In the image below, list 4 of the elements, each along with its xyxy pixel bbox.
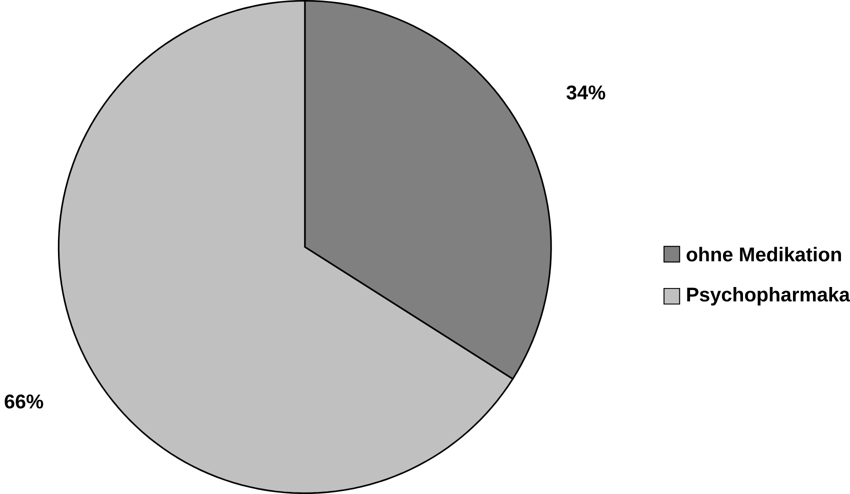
data-label: 66% bbox=[4, 394, 44, 409]
legend-label: ohne Medikation bbox=[686, 246, 841, 262]
legend-label: Psychopharmaka bbox=[687, 287, 850, 306]
data-label: 34% bbox=[566, 85, 606, 100]
